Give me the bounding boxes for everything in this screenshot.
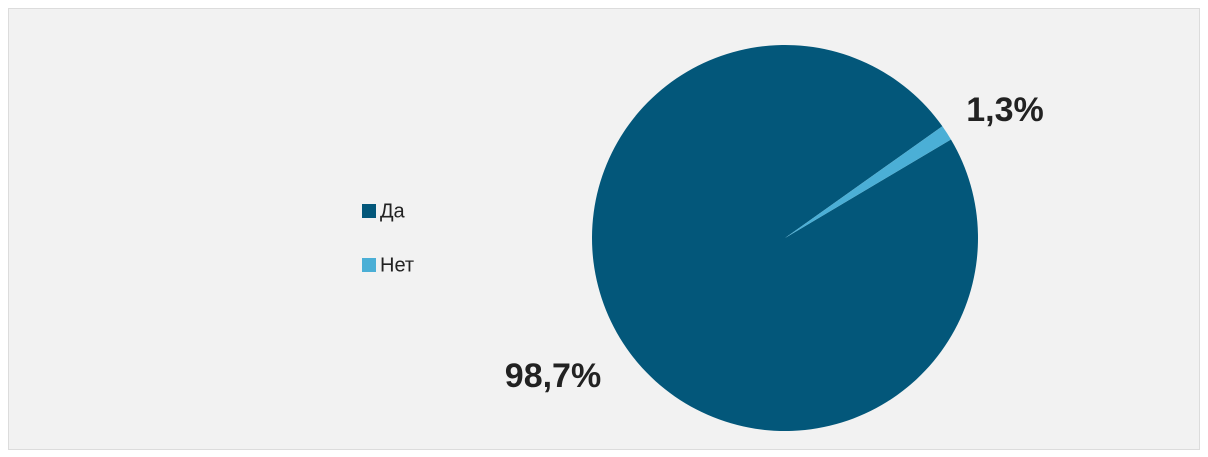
data-label: 1,3%: [966, 91, 1044, 129]
legend-label: Нет: [380, 254, 414, 276]
pie-slice: [591, 44, 978, 431]
legend-swatch: [362, 204, 376, 218]
legend-label: Да: [380, 200, 406, 222]
pie-slice: [785, 126, 951, 238]
data-label: 98,7%: [505, 357, 601, 395]
legend-swatch: [362, 258, 376, 272]
